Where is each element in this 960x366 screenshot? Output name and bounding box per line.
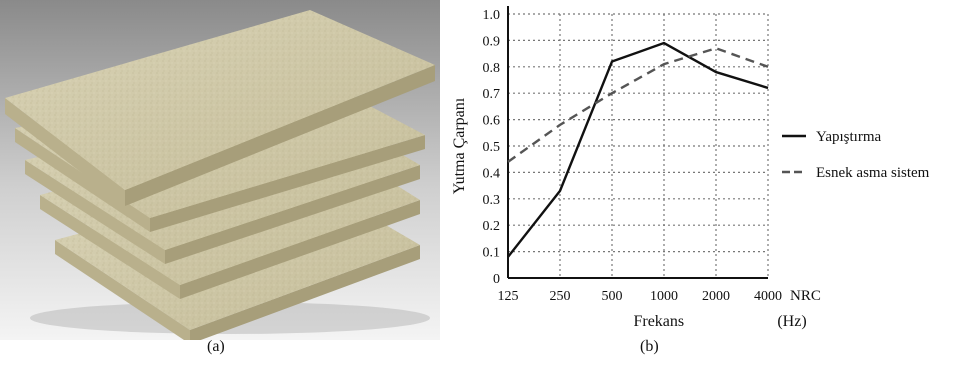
series-line-1 — [507, 41, 769, 258]
x-extra-label: NRC — [790, 288, 821, 304]
y-tick-label: 0.5 — [483, 140, 501, 155]
x-axis-unit: (Hz) — [777, 313, 806, 330]
y-tick-label: 0.8 — [483, 61, 501, 76]
x-tick-label: 1000 — [650, 289, 678, 304]
x-tick-label: 250 — [550, 289, 571, 304]
y-tick-label: 0.3 — [483, 193, 501, 208]
legend-label-1: Yapıştırma — [816, 129, 881, 145]
series-line-2 — [507, 47, 769, 163]
y-tick-labels: 0 0.1 0.2 0.3 0.4 0.5 0.6 0.7 0.8 0.9 1.0 — [483, 8, 501, 287]
x-tick-label: 125 — [498, 289, 519, 304]
y-tick-label: 0 — [493, 272, 500, 287]
chart-grid — [507, 13, 769, 279]
x-axis-label: Frekans — [633, 313, 684, 330]
caption-a: (a) — [207, 338, 225, 355]
y-tick-label: 0.1 — [483, 246, 501, 261]
x-tick-label: 2000 — [702, 289, 730, 304]
legend: Yapıştırma Esnek asma sistem — [782, 129, 930, 181]
y-tick-label: 0.7 — [483, 87, 501, 102]
y-tick-label: 0.4 — [483, 166, 501, 181]
x-tick-label: 500 — [602, 289, 623, 304]
y-tick-label: 0.6 — [483, 114, 501, 129]
y-tick-label: 1.0 — [483, 8, 501, 23]
y-tick-label: 0.2 — [483, 219, 501, 234]
board-stack — [5, 10, 435, 340]
absorption-chart: 0 0.1 0.2 0.3 0.4 0.5 0.6 0.7 0.8 0.9 1.0 125 250 50… — [451, 6, 930, 330]
board-5 — [5, 10, 435, 206]
series-lines — [507, 41, 769, 258]
y-axis-label: Yutma Çarpanı — [451, 97, 468, 194]
y-tick-label: 0.9 — [483, 34, 501, 49]
x-tick-label: 4000 — [754, 289, 782, 304]
caption-b: (b) — [640, 338, 659, 355]
legend-label-2: Esnek asma sistem — [816, 165, 930, 181]
x-tick-labels: 125 250 500 1000 2000 4000 — [498, 289, 783, 304]
acoustic-board-photo — [0, 0, 440, 340]
